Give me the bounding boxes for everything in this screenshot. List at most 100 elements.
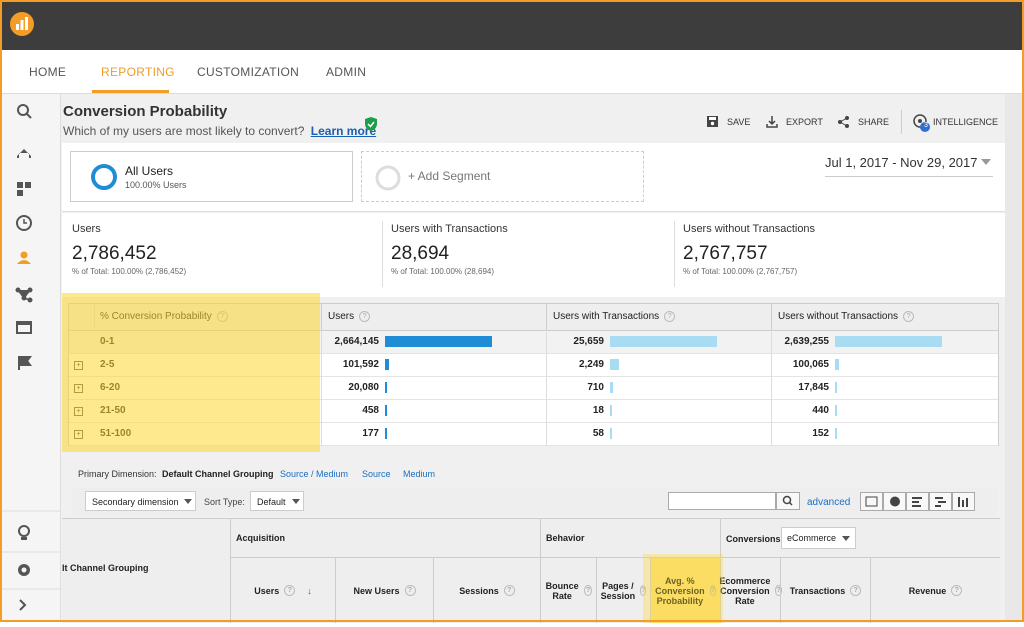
- nav-tab[interactable]: CUSTOMIZATION: [197, 65, 300, 79]
- column-divider: [546, 330, 547, 445]
- add-segment-label: + Add Segment: [408, 169, 491, 183]
- conversion-select[interactable]: eCommerce: [781, 527, 856, 549]
- header-text[interactable]: Users with Transactions: [553, 311, 660, 322]
- dimension-option[interactable]: Source / Medium: [280, 469, 349, 479]
- scrollbar: [1005, 94, 1024, 622]
- dimension-option[interactable]: Default Channel Grouping: [162, 469, 274, 479]
- segment-ring: [91, 164, 117, 190]
- cell-value: 17,845: [798, 382, 829, 393]
- help-icon[interactable]: ?: [584, 585, 592, 596]
- help-icon[interactable]: ?: [850, 585, 862, 596]
- cell-value: 710: [587, 382, 604, 393]
- search-input[interactable]: [668, 492, 776, 510]
- discover-icon[interactable]: [18, 525, 30, 540]
- cell-value: 58: [592, 428, 604, 439]
- dashboard-icon[interactable]: [17, 182, 31, 196]
- action-button[interactable]: SAVE: [727, 117, 751, 127]
- learn-more-link[interactable]: Learn more: [310, 124, 377, 138]
- header-text[interactable]: Users: [328, 311, 355, 322]
- add-segment[interactable]: + Add Segment: [361, 151, 644, 202]
- logo[interactable]: [8, 10, 38, 40]
- action-button[interactable]: SHARE: [858, 117, 890, 127]
- report-subtitle: Which of my users are most likely to con…: [63, 124, 376, 138]
- help-icon[interactable]: ?: [284, 585, 296, 596]
- column-header[interactable]: Sessions: [459, 585, 499, 596]
- summary-panel: Users 2,786,452 % of Total: 100.00% (2,786…: [62, 213, 1005, 297]
- sort-type-select[interactable]: Default: [250, 491, 304, 511]
- help-icon[interactable]: ?: [503, 585, 515, 596]
- nav-tab[interactable]: HOME: [29, 65, 67, 79]
- column-header[interactable]: New Users: [353, 585, 400, 596]
- action-button[interactable]: INTELLIGENCE: [933, 117, 999, 127]
- nav-tab[interactable]: ADMIN: [326, 65, 367, 79]
- help-icon[interactable]: ?: [640, 585, 647, 596]
- search-icon[interactable]: [17, 104, 29, 116]
- date-range[interactable]: Jul 1, 2017 - Nov 29, 2017: [825, 155, 993, 177]
- column-header[interactable]: Revenue: [908, 585, 947, 596]
- sidebar-icons: [0, 104, 60, 611]
- share-icon[interactable]: [837, 115, 851, 129]
- value-bar: [610, 359, 620, 370]
- top-bar: [0, 0, 1024, 50]
- metric-value: 2,786,452: [72, 243, 157, 264]
- conversions-icon[interactable]: [18, 356, 32, 370]
- advanced-link[interactable]: advanced: [807, 497, 851, 508]
- help-icon[interactable]: ?: [664, 310, 676, 322]
- help-icon[interactable]: ?: [903, 310, 915, 322]
- conversion-select-label: eCommerce: [787, 533, 837, 543]
- help-icon[interactable]: ?: [709, 585, 716, 596]
- dimension-option[interactable]: Source: [362, 469, 391, 479]
- dimension-column: [62, 519, 231, 623]
- sort-arrow[interactable]: ↓: [307, 585, 312, 596]
- nav-tab[interactable]: REPORTING: [101, 65, 175, 79]
- group-cell: [540, 519, 720, 558]
- behavior-icon[interactable]: [16, 321, 32, 334]
- column-header[interactable]: Pages / Session: [600, 580, 636, 601]
- view-button[interactable]: [860, 492, 883, 511]
- column-header[interactable]: Ecommerce Conversion Rate: [719, 575, 771, 606]
- acquisition-icon[interactable]: [15, 287, 33, 303]
- dropdown-arrow: [184, 499, 192, 504]
- column-header[interactable]: Avg. % Conversion Probability: [655, 575, 705, 606]
- group-cell: [230, 519, 540, 558]
- separator: [901, 110, 902, 134]
- column-header[interactable]: Transactions: [789, 585, 846, 596]
- help-icon[interactable]: ?: [951, 585, 963, 596]
- metric-label: Users: [72, 223, 101, 235]
- dimension-option[interactable]: Medium: [403, 469, 436, 479]
- search-button[interactable]: [776, 492, 800, 510]
- segment-detail: 100.00% Users: [125, 180, 187, 190]
- help-icon[interactable]: ?: [775, 585, 782, 596]
- column-divider: [321, 330, 322, 445]
- value-bar: [610, 405, 612, 416]
- secondary-dimension[interactable]: Secondary dimension: [85, 491, 196, 511]
- expand-icon[interactable]: [19, 599, 27, 611]
- segment-chip[interactable]: All Users 100.00% Users: [70, 151, 353, 202]
- group-header: Acquisition: [236, 533, 285, 543]
- audience-icon[interactable]: [17, 251, 31, 265]
- save-icon[interactable]: [706, 115, 720, 129]
- sidebar: [0, 94, 61, 622]
- action-button[interactable]: EXPORT: [786, 117, 823, 127]
- value-bar: [385, 336, 492, 347]
- cell-value: 152: [812, 428, 829, 439]
- metric-note: % of Total: 100.00% (2,786,452): [72, 267, 187, 276]
- cell-value: 177: [362, 428, 379, 439]
- realtime-icon[interactable]: [16, 215, 32, 231]
- group-cell: [720, 519, 1000, 558]
- value-bar: [385, 428, 387, 439]
- divider: [382, 221, 383, 287]
- header-text[interactable]: Users without Transactions: [778, 311, 899, 322]
- export-icon[interactable]: [765, 115, 779, 129]
- value-bar: [610, 336, 717, 347]
- home-icon[interactable]: [17, 149, 31, 158]
- help-icon[interactable]: ?: [359, 310, 371, 322]
- cell-value: 101,592: [342, 359, 379, 370]
- admin-icon[interactable]: [18, 564, 30, 576]
- intelligence-icon[interactable]: [912, 113, 932, 133]
- help-icon[interactable]: ?: [404, 585, 416, 596]
- subtitle-text: Which of my users are most likely to con…: [63, 124, 305, 138]
- column-header[interactable]: Users: [254, 585, 280, 596]
- sort-type-value: Default: [257, 497, 286, 507]
- column-header[interactable]: Bounce Rate: [545, 580, 579, 601]
